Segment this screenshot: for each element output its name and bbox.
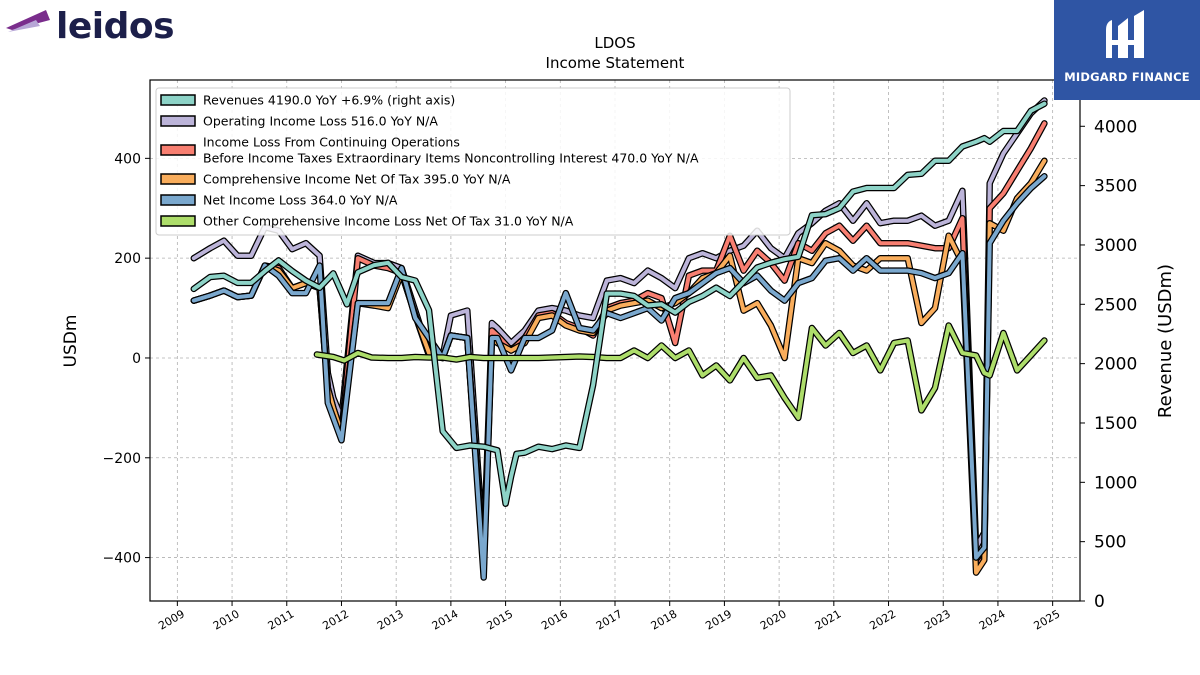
midgard-finance-label: MIDGARD FINANCE (1064, 70, 1190, 84)
x-tick-label: 2009 (156, 607, 187, 632)
x-tick-label: 2013 (375, 607, 406, 632)
series-line-net-income-loss (191, 174, 1047, 580)
x-tick-label: 2017 (594, 607, 625, 632)
y-tick-label: −200 (103, 451, 141, 467)
y2-tick-label: 2500 (1094, 295, 1137, 315)
y-tick-label: 400 (114, 151, 141, 167)
series-line-revenues (191, 101, 1047, 506)
midgard-finance-watermark: MIDGARD FINANCE (1054, 0, 1200, 100)
x-tick-label: 2023 (922, 607, 953, 632)
legend-label: Net Income Loss 364.0 YoY N/A (203, 193, 398, 208)
x-tick-label: 2022 (867, 607, 898, 632)
legend-label: Comprehensive Income Net Of Tax 395.0 Yo… (203, 172, 511, 187)
y2-tick-label: 0 (1094, 592, 1105, 612)
y-tick-label: −400 (103, 551, 141, 567)
y-tick-label: 0 (132, 351, 141, 367)
legend-label: Operating Income Loss 516.0 YoY N/A (203, 114, 438, 129)
x-tick-label: 2014 (430, 607, 461, 632)
leidos-logo: leidos (6, 4, 176, 52)
y2-tick-label: 500 (1094, 533, 1126, 553)
x-tick-label: 2020 (758, 607, 789, 632)
legend-swatch (160, 144, 196, 156)
legend-label: Other Comprehensive Income Loss Net Of T… (203, 214, 574, 229)
x-tick-label: 2011 (266, 607, 297, 632)
y2-tick-label: 4000 (1094, 117, 1137, 137)
legend: Revenues 4190.0 YoY +6.9% (right axis) Op… (155, 87, 791, 236)
y2-tick-label: 3000 (1094, 236, 1137, 256)
y2-axis-label: Revenue (USDm) (1155, 264, 1176, 418)
legend-swatch (160, 215, 196, 227)
y2-tick-label: 1500 (1094, 414, 1137, 434)
y2-tick-label: 2000 (1094, 355, 1137, 375)
series-line-other-comprehensive-income-loss-net-of-tax (314, 323, 1047, 420)
leidos-wordmark: leidos (56, 6, 175, 47)
legend-swatch (160, 173, 196, 185)
x-tick-label: 2021 (813, 607, 844, 632)
series-group (190, 97, 1048, 581)
chart-title: LDOS (594, 34, 635, 52)
legend-swatch (160, 194, 196, 206)
chart-subtitle: Income Statement (546, 54, 685, 72)
y-tick-label: 200 (114, 251, 141, 267)
x-tick-label: 2010 (211, 607, 242, 632)
x-tick-label: 2025 (1032, 607, 1063, 632)
x-tick-label: 2018 (649, 607, 680, 632)
y2-tick-label: 1000 (1094, 473, 1137, 493)
legend-swatch (160, 115, 196, 127)
legend-swatch (160, 94, 196, 106)
legend-box (155, 87, 791, 236)
x-tick-label: 2015 (484, 607, 515, 632)
y-axis-label: USDm (61, 315, 81, 368)
x-tick-label: 2012 (320, 607, 351, 632)
y2-tick-label: 3500 (1094, 177, 1137, 197)
midgard-emblem-icon (1106, 10, 1144, 58)
x-tick-label: 2019 (703, 607, 734, 632)
x-tick-label: 2024 (977, 607, 1008, 632)
legend-label: Income Loss From Continuing Operations (203, 135, 460, 150)
x-tick-label: 2016 (539, 607, 570, 632)
legend-label: Before Income Taxes Extraordinary Items … (203, 151, 699, 166)
leidos-swoosh-icon (6, 10, 50, 32)
legend-label: Revenues 4190.0 YoY +6.9% (right axis) (203, 93, 455, 108)
